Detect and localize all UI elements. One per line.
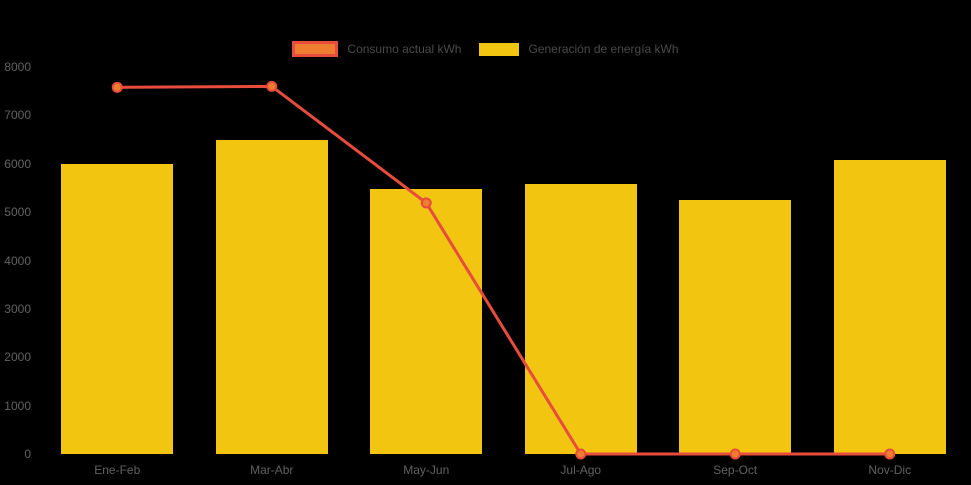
bar-mar-abr[interactable] [215,140,328,454]
y-tick-label: 1000 [4,398,31,413]
bar-jul-ago[interactable] [524,184,637,454]
line-point-mar-abr[interactable] [266,80,278,92]
y-tick-label: 3000 [4,301,31,316]
y-tick-label: 4000 [4,253,31,268]
x-axis-label: Jul-Ago [560,463,602,477]
y-tick-label: 7000 [4,108,31,123]
line-point-ene-feb[interactable] [111,81,123,93]
y-tick-label: 5000 [4,205,31,220]
legend-line-swatch-icon [292,41,339,57]
legend-label-generacion-energia: Generación de energía kWh [528,42,679,56]
legend-bar-swatch-icon [479,42,520,56]
y-tick-label: 8000 [4,60,31,74]
x-axis-label: Sep-Oct [713,463,758,477]
bar-ene-feb[interactable] [61,163,174,454]
x-axis-label: May-Jun [403,463,450,477]
legend-item-consumo-actual[interactable]: Consumo actual kWh [292,41,461,57]
y-tick-label: 2000 [4,350,31,365]
bar-nov-dic[interactable] [833,159,946,454]
y-tick-label: 6000 [4,156,31,171]
y-tick-label: 0 [24,447,31,461]
bar-sep-oct[interactable] [679,200,792,454]
chart-legend: Consumo actual kWh Generación de energía… [0,41,971,57]
x-axis-label: Nov-Dic [868,463,912,477]
x-axis-label: Mar-Abr [250,463,294,477]
bar-may-jun[interactable] [370,188,483,454]
legend-item-generacion-energia[interactable]: Generación de energía kWh [479,42,679,56]
x-axis-label: Ene-Feb [94,463,141,477]
legend-label-consumo-actual: Consumo actual kWh [347,42,462,56]
